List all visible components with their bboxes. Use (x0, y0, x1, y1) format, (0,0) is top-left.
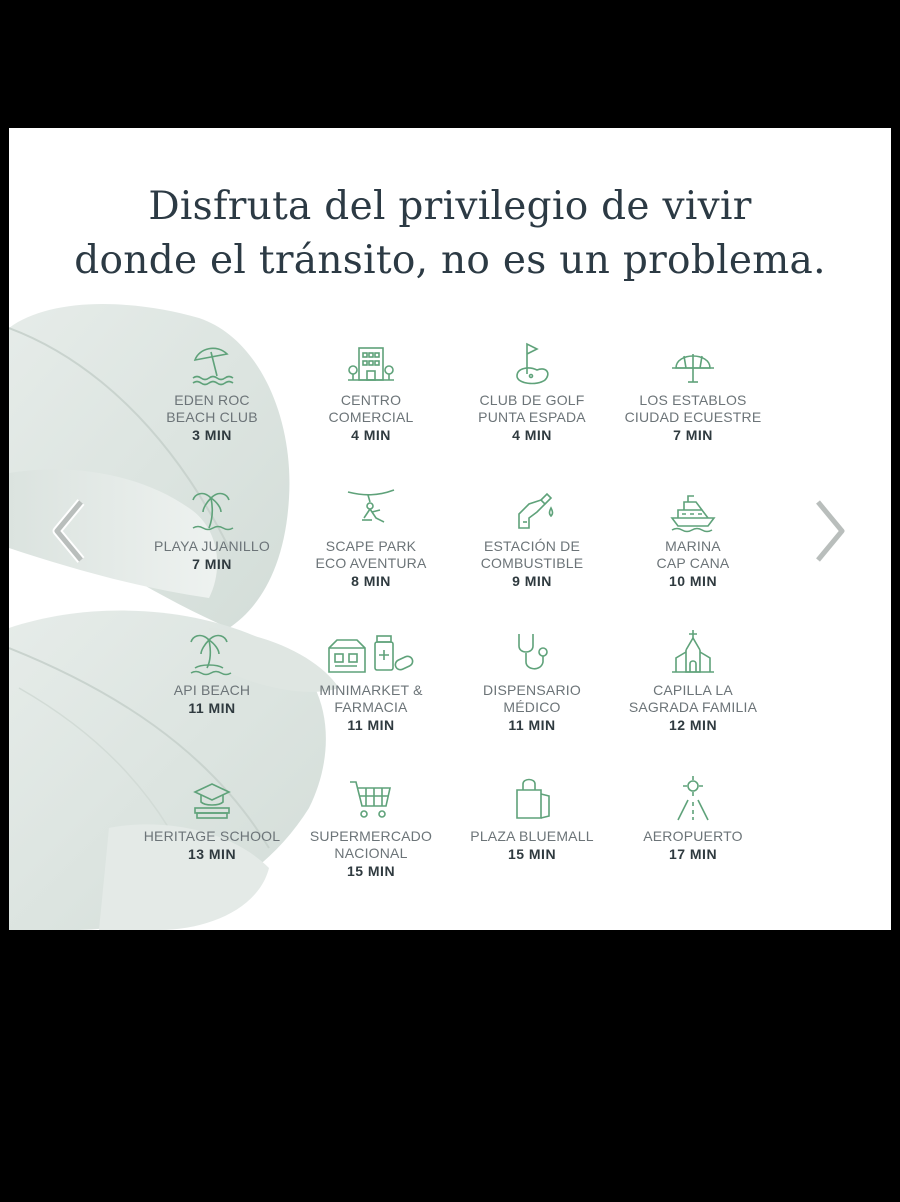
shopping-bag-icon (507, 774, 557, 824)
polo-helmet-icon (668, 338, 718, 388)
travel-time: 11 MIN (508, 717, 556, 733)
headline: Disfruta del privilegio de vivir donde e… (9, 180, 891, 288)
place-name: SCAPE PARK (325, 538, 417, 554)
place-name: DISPENSARIO (483, 682, 581, 698)
place-name: MÉDICO (503, 699, 561, 715)
travel-time: 4 MIN (512, 427, 552, 443)
travel-time: 8 MIN (351, 573, 391, 589)
place-name: HERITAGE SCHOOL (143, 828, 281, 844)
travel-time: 17 MIN (668, 846, 718, 862)
place-name: NACIONAL (334, 845, 408, 861)
chevron-left-icon (52, 499, 85, 563)
place-centro-comercial: CENTRO COMERCIAL 4 MIN (286, 338, 456, 445)
fuel-nozzle-icon (507, 484, 557, 534)
place-name: CIUDAD ECUESTRE (624, 409, 762, 425)
place-name: EDEN ROC (174, 392, 250, 408)
travel-time: 7 MIN (673, 427, 713, 443)
place-name: CLUB DE GOLF (479, 392, 585, 408)
place-playa-juanillo: PLAYA JUANILLO 7 MIN (127, 484, 297, 574)
mall-building-icon (346, 338, 396, 388)
travel-time: 10 MIN (668, 573, 718, 589)
place-name: ECO AVENTURA (315, 555, 427, 571)
palm-tree-icon (187, 484, 237, 534)
place-name: AEROPUERTO (643, 828, 743, 844)
travel-time: 13 MIN (187, 846, 237, 862)
school-books-icon (187, 774, 237, 824)
place-name: COMERCIAL (328, 409, 414, 425)
travel-time: 9 MIN (512, 573, 552, 589)
place-name: ESTACIÓN DE (483, 538, 581, 554)
market-pharmacy-icon (325, 628, 417, 678)
place-scape-park: SCAPE PARK ECO AVENTURA 8 MIN (286, 484, 456, 591)
place-api-beach: API BEACH 11 MIN (127, 628, 297, 718)
travel-time: 11 MIN (188, 700, 236, 716)
place-name: SUPERMERCADO (309, 828, 433, 844)
travel-time: 11 MIN (347, 717, 395, 733)
place-club-golf: CLUB DE GOLF PUNTA ESPADA 4 MIN (447, 338, 617, 445)
headline-line-2: donde el tránsito, no es un problema. (74, 238, 826, 283)
place-name: CENTRO (340, 392, 402, 408)
palm-island-icon (187, 628, 237, 678)
place-bluemall: PLAZA BLUEMALL 15 MIN (447, 774, 617, 864)
place-name: SAGRADA FAMILIA (628, 699, 758, 715)
chevron-right-icon (814, 499, 847, 563)
place-name: COMBUSTIBLE (480, 555, 584, 571)
shopping-cart-icon (346, 774, 396, 824)
place-supermercado: SUPERMERCADO NACIONAL 15 MIN (286, 774, 456, 881)
chapel-icon (668, 628, 718, 678)
travel-time: 3 MIN (192, 427, 232, 443)
travel-time: 4 MIN (351, 427, 391, 443)
place-name: API BEACH (173, 682, 251, 698)
place-name: BEACH CLUB (166, 409, 258, 425)
place-capilla: CAPILLA LA SAGRADA FAMILIA 12 MIN (608, 628, 778, 735)
place-name: PLAZA BLUEMALL (470, 828, 594, 844)
place-name: PLAYA JUANILLO (154, 538, 270, 554)
place-aeropuerto: AEROPUERTO 17 MIN (608, 774, 778, 864)
next-arrow-button[interactable] (808, 496, 852, 566)
place-los-establos: LOS ESTABLOS CIUDAD ECUESTRE 7 MIN (608, 338, 778, 445)
place-estacion: ESTACIÓN DE COMBUSTIBLE 9 MIN (447, 484, 617, 591)
place-dispensario: DISPENSARIO MÉDICO 11 MIN (447, 628, 617, 735)
travel-time: 15 MIN (507, 846, 557, 862)
info-card: Disfruta del privilegio de vivir donde e… (9, 128, 891, 930)
place-name: MARINA (665, 538, 721, 554)
travel-time: 7 MIN (192, 556, 232, 572)
place-heritage: HERITAGE SCHOOL 13 MIN (127, 774, 297, 864)
place-name: FARMACIA (334, 699, 408, 715)
place-name: MINIMARKET & (319, 682, 423, 698)
airport-runway-icon (668, 774, 718, 824)
travel-time: 15 MIN (346, 863, 396, 879)
place-eden-roc: EDEN ROC BEACH CLUB 3 MIN (127, 338, 297, 445)
travel-time: 12 MIN (668, 717, 718, 733)
place-name: PUNTA ESPADA (478, 409, 586, 425)
beach-umbrella-icon (187, 338, 237, 388)
yacht-icon (668, 484, 718, 534)
zipline-icon (346, 484, 396, 534)
golf-flag-icon (507, 338, 557, 388)
place-minimarket: MINIMARKET & FARMACIA 11 MIN (286, 628, 456, 735)
stethoscope-icon (507, 628, 557, 678)
place-name: CAP CANA (656, 555, 730, 571)
headline-line-1: Disfruta del privilegio de vivir (148, 184, 752, 229)
place-marina: MARINA CAP CANA 10 MIN (608, 484, 778, 591)
previous-arrow-button[interactable] (47, 496, 91, 566)
place-name: LOS ESTABLOS (639, 392, 747, 408)
place-name: CAPILLA LA (653, 682, 733, 698)
